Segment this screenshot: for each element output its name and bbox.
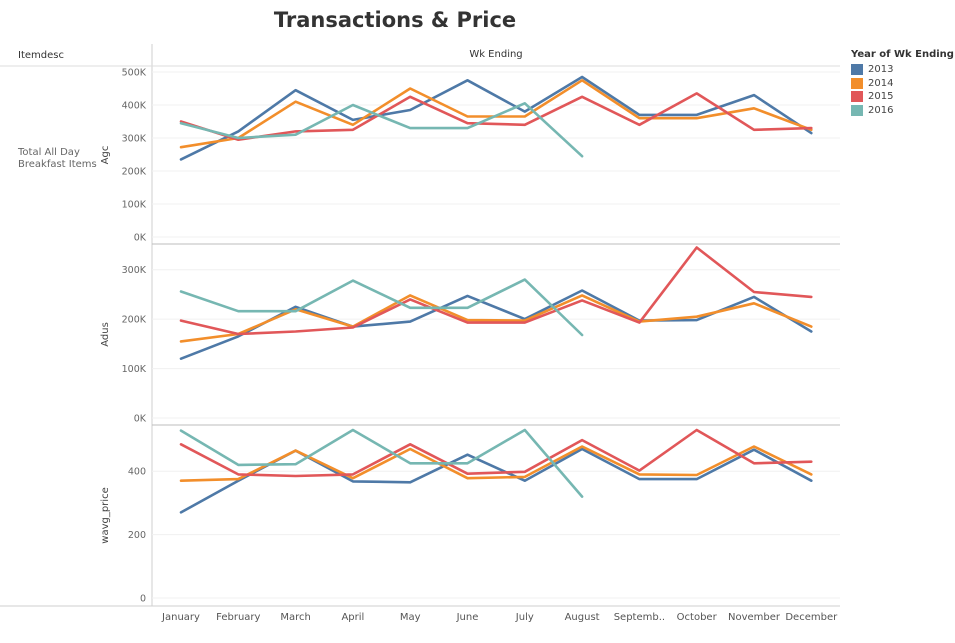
series-line-2013 bbox=[179, 289, 813, 361]
series-line-2015 bbox=[179, 246, 813, 336]
y-tick-label: 200K bbox=[122, 315, 147, 326]
series-line-2013 bbox=[179, 447, 813, 514]
legend-item-2014[interactable]: 2014 bbox=[851, 77, 954, 91]
series-line-2015 bbox=[179, 428, 813, 478]
y-tick-label: 0K bbox=[134, 414, 147, 425]
series-line-2016 bbox=[179, 102, 584, 158]
x-tick-label: Septemb.. bbox=[614, 612, 665, 623]
y-tick-label: 100K bbox=[122, 200, 147, 211]
x-tick-label: January bbox=[161, 612, 200, 623]
x-tick-label: November bbox=[728, 612, 781, 623]
legend-item-2016[interactable]: 2016 bbox=[851, 104, 954, 118]
column-header: Wk Ending bbox=[469, 49, 523, 60]
series-line-2014 bbox=[179, 294, 813, 343]
x-tick-label: July bbox=[515, 612, 534, 623]
x-tick-label: December bbox=[785, 612, 838, 623]
legend-item-2015[interactable]: 2015 bbox=[851, 90, 954, 104]
dimension-header: Itemdesc bbox=[18, 50, 64, 61]
x-tick-label: February bbox=[216, 612, 260, 623]
series-line-2013 bbox=[179, 75, 813, 161]
y-tick-label: 200K bbox=[122, 167, 147, 178]
series-line-2014 bbox=[179, 445, 813, 483]
y-tick-label: 300K bbox=[122, 265, 147, 276]
y-tick-label: 400K bbox=[122, 101, 147, 112]
y-axis-label: wavg_price bbox=[100, 487, 111, 543]
legend-swatch bbox=[851, 91, 863, 103]
legend-swatch bbox=[851, 77, 863, 89]
legend-label: 2015 bbox=[868, 91, 894, 103]
legend-title: Year of Wk Ending bbox=[851, 49, 954, 60]
x-tick-label: May bbox=[400, 612, 421, 623]
y-tick-label: 400 bbox=[128, 467, 146, 478]
y-axis-label: Adus bbox=[100, 322, 111, 347]
legend-label: 2013 bbox=[868, 64, 894, 76]
series-line-2015 bbox=[179, 92, 813, 141]
x-tick-label: June bbox=[456, 612, 479, 623]
series-line-2014 bbox=[179, 79, 813, 149]
y-axis-label: Agc bbox=[100, 146, 111, 165]
legend-label: 2014 bbox=[868, 77, 894, 89]
y-tick-label: 0 bbox=[140, 594, 146, 605]
y-tick-label: 300K bbox=[122, 134, 147, 145]
x-tick-label: August bbox=[565, 612, 600, 623]
row-label: Total All Day Breakfast Items bbox=[18, 147, 97, 170]
y-tick-label: 200 bbox=[128, 530, 146, 541]
series-line-2016 bbox=[179, 278, 584, 337]
legend-item-2013[interactable]: 2013 bbox=[851, 63, 954, 77]
y-tick-label: 100K bbox=[122, 364, 147, 375]
legend: Year of Wk Ending 2013 2014 2015 2016 bbox=[851, 49, 954, 117]
x-tick-label: October bbox=[677, 612, 718, 623]
x-tick-label: March bbox=[280, 612, 310, 623]
chart-title: Transactions & Price bbox=[273, 8, 517, 32]
legend-label: 2016 bbox=[868, 104, 894, 116]
legend-swatch bbox=[851, 104, 863, 116]
x-tick-label: April bbox=[341, 612, 364, 623]
series-line-2016 bbox=[179, 428, 584, 498]
y-tick-label: 500K bbox=[122, 68, 147, 79]
legend-swatch bbox=[851, 64, 863, 76]
y-tick-label: 0K bbox=[134, 233, 147, 244]
